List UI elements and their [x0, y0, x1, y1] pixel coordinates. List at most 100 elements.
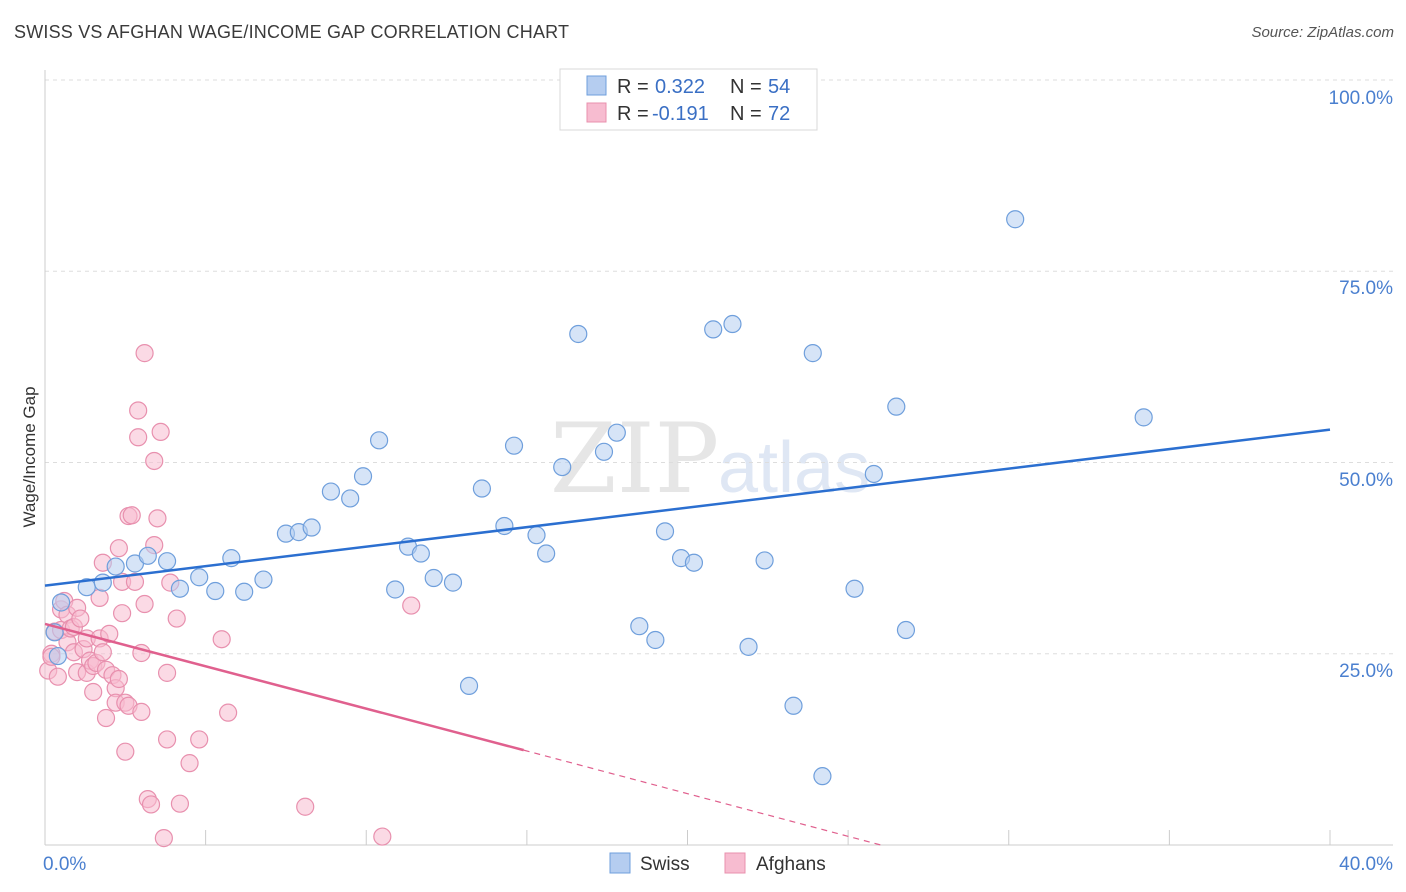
swiss-point	[459, 676, 479, 695]
legend-r-value-swiss: 0.322	[655, 76, 705, 98]
y-axis-label: Wage/Income Gap	[20, 386, 39, 527]
gridlines	[45, 79, 1393, 655]
swiss-point	[48, 646, 67, 666]
watermark-zip: ZIP	[550, 403, 719, 515]
afghans-trend-line	[44, 622, 524, 752]
swiss-point	[321, 482, 341, 501]
swiss-point	[739, 637, 758, 656]
swiss-point	[1006, 210, 1025, 229]
afghans-point	[135, 594, 154, 614]
legend-n-value-swiss: 54	[768, 76, 790, 98]
swiss-point	[138, 546, 157, 565]
x-tick-label-min: 0.0%	[43, 854, 86, 875]
legend-n-label-swiss: N =	[730, 76, 762, 98]
swiss-series	[45, 210, 1153, 786]
swiss-point	[569, 324, 588, 344]
legend-r-label-swiss: R =	[617, 76, 649, 98]
swiss-point	[206, 581, 225, 601]
x-tick-marks	[44, 830, 1331, 845]
stats-legend: R = 0.322 N = 54 R = -0.191 N = 72	[559, 68, 818, 131]
afghans-point	[157, 663, 177, 682]
afghans-point	[154, 829, 173, 848]
swiss-point	[472, 479, 491, 498]
legend-n-value-afghans: 72	[768, 103, 790, 125]
afghans-series	[39, 344, 421, 848]
swiss-point	[553, 457, 572, 477]
series-legend: Swiss Afghans	[609, 852, 826, 875]
swiss-point	[51, 593, 71, 612]
swiss-point	[170, 579, 190, 598]
afghans-point	[100, 624, 119, 643]
afghans-point	[71, 609, 90, 628]
swiss-point	[704, 320, 723, 339]
swiss-point	[655, 522, 675, 541]
afghans-point	[132, 702, 151, 721]
afghans-point	[402, 596, 421, 615]
series-legend-label-swiss: Swiss	[640, 854, 690, 875]
swiss-point	[755, 551, 774, 570]
swiss-point	[896, 620, 916, 640]
legend-swatch-swiss	[586, 75, 607, 96]
afghans-point	[109, 539, 128, 558]
afghans-point	[96, 708, 116, 728]
swiss-point	[254, 570, 273, 589]
afghans-point	[151, 422, 170, 441]
swiss-point	[784, 696, 803, 715]
afghans-point	[112, 604, 132, 623]
afghans-point	[116, 742, 135, 761]
afghans-point	[190, 730, 209, 749]
chart-title: SWISS VS AFGHAN WAGE/INCOME GAP CORRELAT…	[14, 22, 570, 42]
swiss-point	[341, 489, 360, 508]
afghans-point	[141, 795, 161, 814]
swiss-point	[443, 573, 463, 592]
y-tick-label-25: 25.0%	[1339, 661, 1393, 682]
afghans-point	[129, 428, 148, 447]
swiss-point	[630, 617, 649, 636]
chart-source: Source: ZipAtlas.com	[1251, 24, 1394, 41]
swiss-point	[411, 544, 430, 563]
swiss-point	[537, 544, 556, 563]
swiss-point	[235, 582, 254, 601]
watermark-atlas: atlas	[718, 428, 870, 508]
y-tick-label-50: 50.0%	[1339, 470, 1393, 491]
afghans-point	[84, 682, 103, 702]
legend-r-label-afghans: R =	[617, 103, 649, 125]
legend-r-value-afghans: -0.191	[652, 103, 709, 125]
swiss-point	[723, 314, 742, 334]
afghans-point	[148, 509, 167, 528]
legend-n-label-afghans: N =	[730, 103, 762, 125]
afghans-point	[219, 703, 238, 722]
afghans-point	[296, 797, 315, 816]
afghans-point	[135, 344, 154, 363]
series-legend-label-afghans: Afghans	[756, 854, 826, 875]
afghans-point	[129, 401, 148, 420]
afghans-point	[125, 572, 145, 591]
y-tick-label-100: 100.0%	[1329, 88, 1394, 109]
swiss-point	[302, 518, 321, 537]
series-legend-swatch-afghans	[724, 852, 746, 874]
afghans-point	[170, 794, 190, 813]
swiss-point	[887, 397, 906, 416]
swiss-point	[157, 552, 177, 571]
y-tick-label-75: 75.0%	[1339, 278, 1393, 299]
swiss-point	[607, 423, 626, 442]
swiss-point	[424, 568, 443, 588]
swiss-point	[803, 344, 822, 363]
swiss-point	[495, 516, 514, 536]
trend-lines	[44, 428, 1331, 846]
afghans-point	[122, 506, 141, 525]
swiss-point	[646, 630, 665, 650]
afghans-point	[212, 630, 231, 649]
swiss-point	[106, 557, 125, 576]
afghans-point	[145, 451, 164, 471]
swiss-point	[864, 464, 883, 484]
swiss-point	[684, 553, 704, 572]
swiss-point	[190, 568, 209, 587]
legend-swatch-afghans	[586, 102, 607, 123]
series-legend-swatch-swiss	[609, 852, 631, 874]
afghans-point	[157, 730, 177, 749]
afghans-point	[373, 827, 392, 846]
afghans-point	[93, 643, 112, 662]
x-tick-label-max: 40.0%	[1339, 854, 1393, 875]
